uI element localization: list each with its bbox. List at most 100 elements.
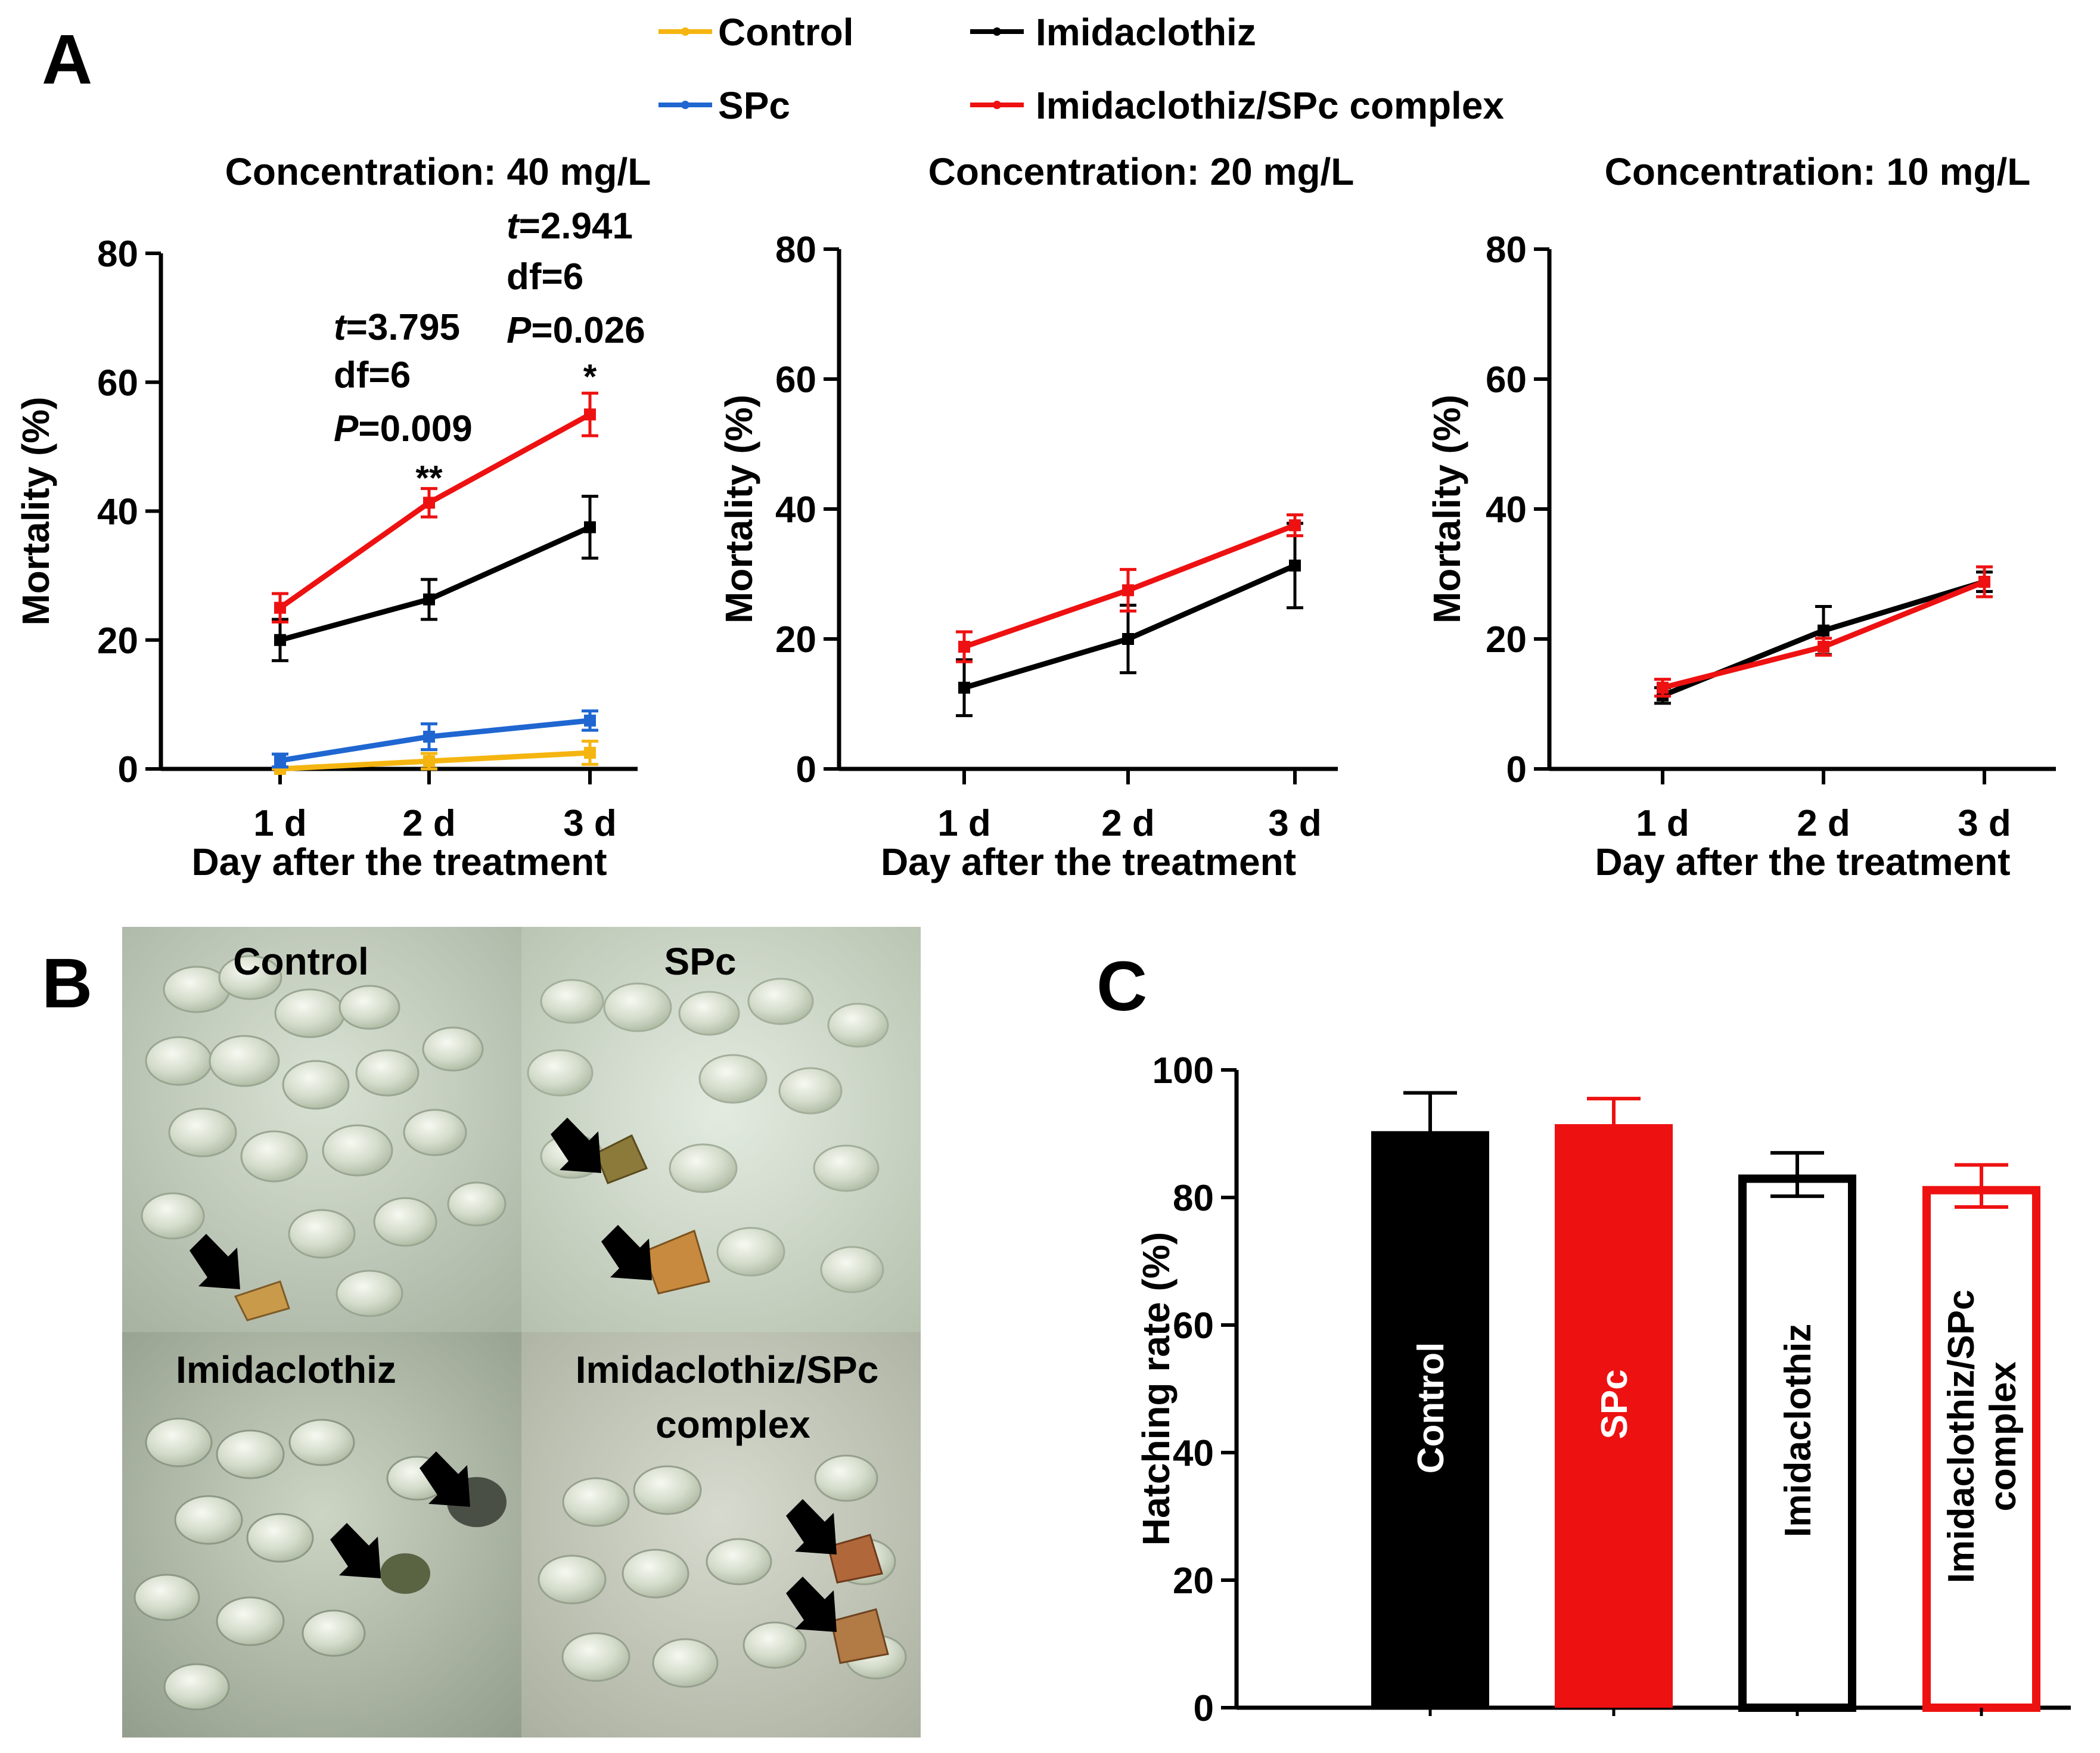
- x-tick-label-1-d: 1 d: [1636, 803, 1689, 844]
- photo-imidaclothiz: Imidaclothiz: [122, 1332, 521, 1738]
- x-axis-title: Day after the treatment: [881, 840, 1296, 883]
- data-point-spc-3: [584, 714, 596, 727]
- data-point-imidaclothiz-1: [958, 681, 970, 694]
- egg-cluster-imidaclothiz: [133, 1417, 448, 1711]
- panel-letter-b: B: [42, 944, 92, 1023]
- series-imidaclothiz-spc-complex: [1654, 565, 1993, 698]
- x-axis-title: Day after the treatment: [1595, 840, 2010, 883]
- bar-control: [1371, 1131, 1489, 1708]
- data-point-imidaclothiz-spc-complex-3: [1978, 576, 1990, 588]
- photo-label-complex-line2: complex: [656, 1403, 810, 1446]
- y-tick-label-60: 60: [97, 362, 138, 404]
- egg-cluster-spc: [527, 978, 889, 1293]
- data-point-imidaclothiz-3: [584, 521, 596, 533]
- data-point-imidaclothiz-spc-complex-3: [584, 408, 596, 421]
- y-tick-label-20: 20: [1486, 619, 1527, 660]
- hatching-rate-chart: 0 20 40 60 80 100 Hatching rate (%) Control SPc I…: [1135, 1050, 2071, 1729]
- series-imidaclothiz-spc-complex: [956, 513, 1303, 663]
- y-tick-label-40: 40: [775, 489, 816, 530]
- data-point-imidaclothiz-spc-complex-1: [1657, 681, 1669, 694]
- hatched-egg-spc-1: [595, 1134, 648, 1184]
- photo-grid: Control SPc: [122, 927, 921, 1738]
- y-tick-label-60: 60: [1173, 1305, 1214, 1346]
- data-point-spc-2: [423, 730, 435, 743]
- series-imidaclothiz-spc-complex: [272, 392, 598, 623]
- stat-t-day3: t=2.941: [507, 206, 633, 247]
- series-imidaclothiz: [956, 522, 1303, 718]
- photo-spc: SPc: [521, 927, 921, 1332]
- y-axis-title: Mortality (%): [717, 395, 760, 623]
- x-tick-label-2-d: 2 d: [402, 803, 456, 844]
- y-tick-label-0: 0: [118, 749, 138, 790]
- y-tick-label-80: 80: [97, 234, 138, 275]
- y-axis-title: Hatching rate (%): [1135, 1232, 1178, 1546]
- bar-group-imidaclothiz-spc-complex: Imidaclothiz/SPc complex: [1922, 1163, 2040, 1716]
- bar-label-imidaclothiz-spc-complex-line1: Imidaclothiz/SPc: [1941, 1290, 1982, 1584]
- arrow-icon-control: [190, 1234, 240, 1289]
- photo-label-control: Control: [233, 940, 369, 983]
- y-tick-label-80: 80: [775, 229, 816, 271]
- chart-title: Concentration: 20 mg/L: [928, 150, 1355, 193]
- stats-day2: t=3.795 df=6 P=0.009 **: [334, 307, 473, 498]
- stat-p-day2: P=0.009: [334, 408, 473, 449]
- stat-df-day3: df=6: [507, 256, 583, 297]
- legend-marker-control: [681, 27, 689, 36]
- stat-stars-day2: **: [415, 459, 443, 498]
- arrow-icon-complex-1: [786, 1499, 837, 1555]
- panel-letter-a: A: [42, 20, 92, 99]
- legend-label-control: Control: [718, 11, 854, 54]
- legend-item-imidaclothiz: Imidaclothiz: [970, 11, 1256, 54]
- legend-label-complex: Imidaclothiz/SPc complex: [1036, 84, 1504, 127]
- legend-label-spc: SPc: [718, 84, 790, 127]
- y-axis-title: Mortality (%): [14, 397, 57, 626]
- stat-df-day2: df=6: [334, 355, 411, 396]
- arrow-icon-imidaclothiz-1: [420, 1451, 470, 1507]
- x-tick-label-2-d: 2 d: [1797, 803, 1850, 844]
- y-tick-label-40: 40: [97, 492, 138, 533]
- data-point-imidaclothiz-spc-complex-1: [958, 641, 970, 653]
- bar-label-spc: SPc: [1594, 1369, 1635, 1439]
- hatched-egg-control: [234, 1280, 290, 1321]
- chart-title: Concentration: 10 mg/L: [1605, 150, 2031, 193]
- y-tick-label-0: 0: [1506, 749, 1527, 790]
- data-point-imidaclothiz-spc-complex-2: [423, 497, 435, 509]
- bar-group-control: Control: [1371, 1091, 1489, 1716]
- arrow-icon-complex-2: [786, 1577, 837, 1632]
- photo-label-spc: SPc: [664, 940, 737, 983]
- y-tick-label-20: 20: [775, 619, 816, 660]
- bar-group-spc: SPc: [1555, 1097, 1673, 1716]
- photo-complex: Imidaclothiz/SPc complex: [521, 1332, 921, 1738]
- arrow-icon-spc-2: [601, 1225, 652, 1280]
- y-axis-title: Mortality (%): [1425, 395, 1468, 623]
- x-tick-label-3-d: 3 d: [563, 803, 617, 844]
- y-tick-label-80: 80: [1486, 229, 1527, 271]
- legend-marker-spc: [681, 101, 689, 109]
- legend-marker-imidaclothiz: [993, 27, 1001, 36]
- x-tick-label-1-d: 1 d: [253, 803, 307, 844]
- y-tick-label-40: 40: [1173, 1433, 1214, 1474]
- bar-spc: [1555, 1124, 1673, 1708]
- legend-item-spc: SPc: [658, 84, 790, 127]
- x-axis-title: Day after the treatment: [191, 840, 607, 883]
- y-tick-label-0: 0: [796, 749, 816, 790]
- photo-control: Control: [122, 927, 521, 1332]
- bar-imidaclothiz: [1738, 1174, 1856, 1712]
- dark-egg-imidaclothiz-2: [380, 1553, 430, 1594]
- photo-label-imidaclothiz: Imidaclothiz: [176, 1348, 396, 1391]
- bar-label-imidaclothiz: Imidaclothiz: [1778, 1324, 1819, 1537]
- series-imidaclothiz: [272, 495, 598, 662]
- legend: Control SPc Imidaclothiz Imidaclothiz/SP…: [658, 11, 1504, 127]
- mortality-chart-10mgL: Concentration: 10 mg/L 0 20 40 60 80 1 d 2 d 3 d…: [1425, 150, 2056, 883]
- y-tick-label-100: 100: [1152, 1050, 1214, 1091]
- egg-cluster-control: [141, 955, 507, 1317]
- x-tick-label-3-d: 3 d: [1268, 803, 1322, 844]
- stats-day3: t=2.941 df=6 P=0.026 *: [507, 206, 645, 396]
- bar-imidaclothiz-spc-complex: [1922, 1186, 2040, 1712]
- data-point-imidaclothiz-3: [1289, 559, 1301, 572]
- y-tick-label-80: 80: [1173, 1178, 1214, 1219]
- data-point-imidaclothiz-spc-complex-3: [1289, 519, 1301, 532]
- stat-p-day3: P=0.026: [507, 310, 645, 351]
- arrow-icon-imidaclothiz-2: [330, 1523, 381, 1578]
- hatched-egg-spc-2: [642, 1229, 710, 1295]
- y-tick-label-60: 60: [1486, 359, 1527, 401]
